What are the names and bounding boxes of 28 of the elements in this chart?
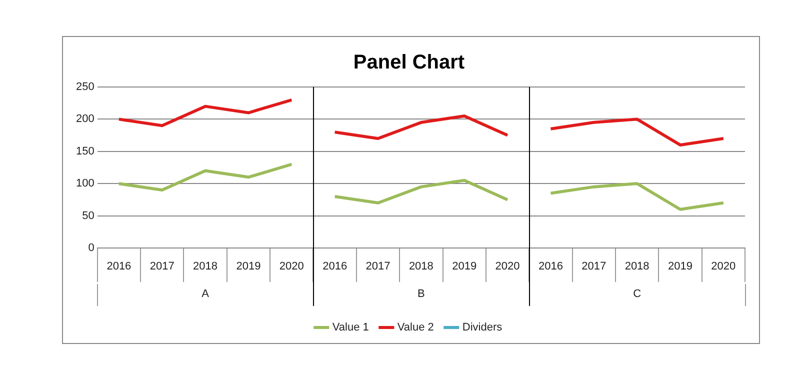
- text: B: [418, 288, 425, 300]
- text: C: [633, 288, 642, 300]
- x-tick-label: 2020: [279, 260, 304, 273]
- legend-label: Value 1: [332, 322, 369, 334]
- y-tick-label: 50: [82, 210, 94, 222]
- x-tick-label: 2018: [193, 260, 218, 273]
- chart-title: Panel Chart: [353, 52, 465, 74]
- x-tick-label: 2016: [322, 260, 348, 273]
- y-tick-label: 150: [76, 145, 94, 158]
- x-tick-label: 2017: [366, 260, 390, 273]
- x-tick-label: 2017: [582, 260, 606, 273]
- x-tick-label: 2019: [236, 260, 261, 273]
- y-tick-label: 100: [76, 178, 94, 190]
- x-tick-label: 2016: [106, 260, 132, 273]
- legend-label: Dividers: [462, 322, 503, 334]
- x-tick-label: 2019: [668, 260, 692, 273]
- x-tick-label: 2020: [495, 260, 520, 273]
- x-tick-label: 2018: [624, 260, 650, 273]
- legend-label: Value 2: [397, 322, 434, 334]
- x-tick-label: 2019: [452, 260, 477, 273]
- x-tick-label: 2016: [538, 260, 563, 273]
- text: A: [202, 288, 210, 300]
- x-tick-label: 2017: [150, 260, 174, 273]
- y-tick-label: 0: [88, 242, 94, 254]
- y-tick-label: 250: [76, 81, 94, 94]
- x-tick-label: 2018: [408, 260, 434, 273]
- y-tick-label: 200: [76, 113, 94, 126]
- x-tick-label: 2020: [711, 260, 736, 273]
